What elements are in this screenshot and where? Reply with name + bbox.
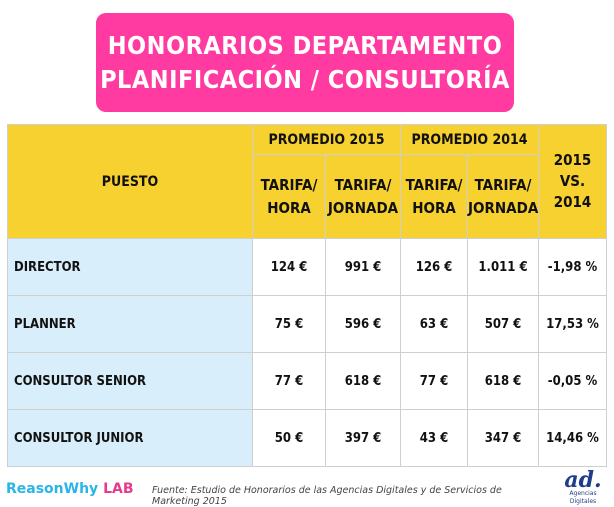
- table-row: DIRECTOR 124 €991 €126 €1.011 € -1,98 %: [7, 238, 607, 296]
- reasonwhy-lab-logo: ReasonWhy LAB: [6, 481, 134, 497]
- row-label: CONSULTOR JUNIOR: [7, 409, 253, 467]
- day-2015-value: 596 €: [325, 295, 401, 353]
- hour-2014-value: 77 €: [400, 352, 468, 410]
- day-2014-value: 507 €: [467, 295, 539, 353]
- change-value: -0,05 %: [538, 352, 607, 410]
- change-value: 14,46 %: [538, 409, 607, 467]
- title-line-1: HONORARIOS DEPARTAMENTO: [107, 30, 503, 60]
- hour-2014-value: 126 €: [400, 238, 468, 296]
- table-row: CONSULTOR JUNIOR 50 €397 €43 €347 €14,46 …: [7, 409, 607, 467]
- row-label: PLANNER: [7, 295, 253, 353]
- day-2014-value: 1.011 €: [467, 238, 539, 296]
- hour-2014-value: 63 €: [400, 295, 468, 353]
- day-2014-header: TARIFA/ JORNADA: [467, 154, 539, 239]
- vs-header: 2015 VS. 2014: [538, 124, 607, 239]
- hour-2015-value: 77 €: [252, 352, 326, 410]
- day-2015-value: 991 €: [325, 238, 401, 296]
- title-banner: HONORARIOS DEPARTAMENTO PLANIFICACIÓN / …: [96, 13, 514, 112]
- change-value: -1,98 %: [538, 238, 607, 296]
- avg-2014-header: PROMEDIO 2014: [400, 124, 539, 155]
- day-2015-header: TARIFA/ JORNADA: [325, 154, 401, 239]
- fees-table: PUESTO PROMEDIO 2015 PROMEDIO 2014 2015 …: [7, 124, 607, 467]
- hour-2015-header: TARIFA/ HORA: [252, 154, 326, 239]
- day-2015-value: 397 €: [325, 409, 401, 467]
- table-row: PLANNER 75 €596 €63 €507 €17,53 %: [7, 295, 607, 353]
- hour-2015-value: 50 €: [252, 409, 326, 467]
- day-2014-value: 347 €: [467, 409, 539, 467]
- source-note: Fuente: Estudio de Honorarios de las Age…: [152, 485, 502, 507]
- row-label: DIRECTOR: [7, 238, 253, 296]
- day-2015-value: 618 €: [325, 352, 401, 410]
- ad-logo: ad. Agencias Digitales: [564, 467, 602, 505]
- hour-2015-value: 75 €: [252, 295, 326, 353]
- puesto-header: PUESTO: [7, 124, 253, 239]
- change-value: 17,53 %: [538, 295, 607, 353]
- avg-2015-header: PROMEDIO 2015: [252, 124, 401, 155]
- table-body: DIRECTOR 124 €991 €126 €1.011 € -1,98 % PLA…: [7, 238, 607, 467]
- hour-2014-header: TARIFA/ HORA: [400, 154, 468, 239]
- hour-2015-value: 124 €: [252, 238, 326, 296]
- day-2014-value: 618 €: [467, 352, 539, 410]
- hour-2014-value: 43 €: [400, 409, 468, 467]
- row-label: CONSULTOR SENIOR: [7, 352, 253, 410]
- title-line-2: PLANIFICACIÓN / CONSULTORÍA: [100, 64, 510, 94]
- table-row: CONSULTOR SENIOR 77 €618 €77 €618 € -0,05 …: [7, 352, 607, 410]
